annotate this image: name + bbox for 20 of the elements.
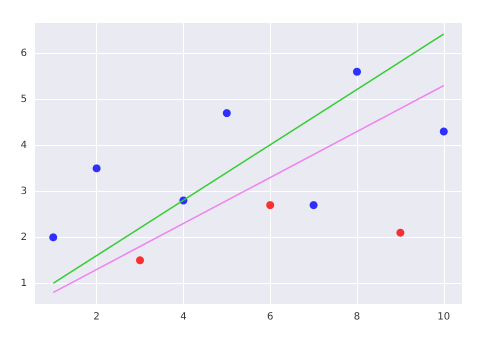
y-tick-label: 5 <box>20 94 27 105</box>
x-tick-label: 8 <box>354 312 360 322</box>
y-tick-label: 3 <box>20 186 27 197</box>
point <box>352 68 361 76</box>
x-tick-label: 6 <box>267 312 274 322</box>
point <box>136 256 144 264</box>
point <box>310 201 318 210</box>
y-tick-label: 6 <box>20 48 27 59</box>
point <box>92 164 101 172</box>
y-tick-label: 1 <box>20 278 27 289</box>
x-tick-label: 10 <box>437 312 450 322</box>
point <box>440 128 448 136</box>
y-tick-label: 4 <box>20 140 27 151</box>
x-tick-label: 4 <box>180 312 187 322</box>
point <box>396 228 404 237</box>
y-tick-label: 2 <box>20 232 27 243</box>
point <box>266 201 274 210</box>
x-tick-label: 2 <box>93 312 100 322</box>
point <box>222 109 231 118</box>
point <box>49 233 58 242</box>
